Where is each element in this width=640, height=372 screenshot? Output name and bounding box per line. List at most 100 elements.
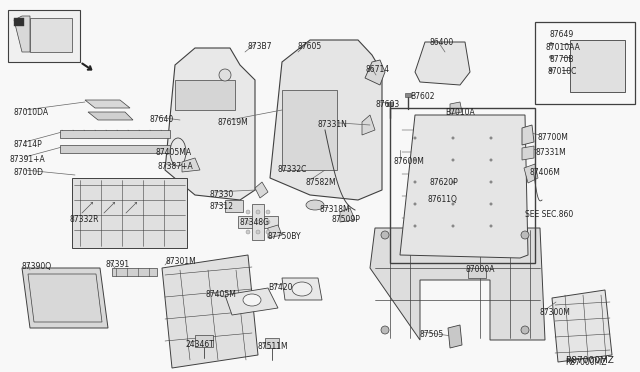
Text: 8770B: 8770B	[549, 55, 573, 64]
Text: R87000MZ: R87000MZ	[565, 356, 614, 365]
Bar	[570, 40, 625, 92]
Text: 87391+A: 87391+A	[10, 155, 45, 164]
Text: 86714: 86714	[365, 65, 389, 74]
Ellipse shape	[243, 294, 261, 306]
Polygon shape	[255, 182, 268, 198]
Bar	[405, 93, 411, 97]
Polygon shape	[238, 216, 278, 228]
Bar	[225, 200, 243, 212]
Circle shape	[246, 230, 250, 234]
Text: 87010DA: 87010DA	[14, 108, 49, 117]
Circle shape	[266, 210, 270, 214]
Circle shape	[219, 69, 231, 81]
Text: B7010A: B7010A	[445, 108, 475, 117]
Polygon shape	[225, 288, 278, 315]
Text: 87301M: 87301M	[165, 257, 196, 266]
Bar	[72, 178, 187, 248]
Text: 87511M: 87511M	[258, 342, 289, 351]
Polygon shape	[182, 158, 200, 172]
Text: 87414P: 87414P	[14, 140, 43, 149]
Polygon shape	[415, 42, 470, 85]
Circle shape	[256, 210, 260, 214]
Circle shape	[381, 326, 389, 334]
Circle shape	[413, 180, 417, 183]
Circle shape	[256, 220, 260, 224]
Polygon shape	[522, 125, 534, 145]
Circle shape	[451, 137, 454, 140]
Bar	[175, 80, 235, 110]
Circle shape	[266, 230, 270, 234]
Circle shape	[521, 231, 529, 239]
Circle shape	[490, 158, 493, 161]
Polygon shape	[282, 278, 322, 300]
Text: 87000A: 87000A	[465, 265, 495, 274]
Circle shape	[266, 220, 270, 224]
Text: 87505: 87505	[420, 330, 444, 339]
Circle shape	[413, 158, 417, 161]
Circle shape	[451, 158, 454, 161]
Circle shape	[413, 202, 417, 205]
Ellipse shape	[306, 200, 324, 210]
Polygon shape	[552, 290, 612, 362]
Text: 87330: 87330	[210, 190, 234, 199]
Text: 87582M: 87582M	[305, 178, 335, 187]
Polygon shape	[85, 100, 130, 108]
Polygon shape	[165, 48, 255, 200]
Text: R87000MZ: R87000MZ	[565, 358, 607, 367]
Polygon shape	[162, 255, 258, 368]
Bar	[195, 335, 213, 347]
Text: 87509P: 87509P	[332, 215, 361, 224]
Text: 87332C: 87332C	[278, 165, 307, 174]
Bar	[112, 268, 157, 276]
Text: 87640: 87640	[150, 115, 174, 124]
Polygon shape	[370, 228, 545, 340]
Polygon shape	[524, 164, 538, 183]
Text: 87300M: 87300M	[540, 308, 571, 317]
Circle shape	[550, 42, 552, 45]
Text: 87387+A: 87387+A	[157, 162, 193, 171]
Bar	[390, 108, 535, 263]
Polygon shape	[448, 325, 462, 348]
Text: 87010AA: 87010AA	[545, 43, 580, 52]
Text: B7420: B7420	[268, 283, 292, 292]
Circle shape	[451, 202, 454, 205]
Polygon shape	[365, 60, 385, 85]
Text: 87332R: 87332R	[70, 215, 99, 224]
Bar	[60, 130, 170, 138]
Text: 87700M: 87700M	[537, 133, 568, 142]
Circle shape	[490, 180, 493, 183]
Text: B7602: B7602	[410, 92, 435, 101]
Text: 873B7: 873B7	[248, 42, 273, 51]
Bar	[8, 10, 80, 62]
Circle shape	[246, 210, 250, 214]
Bar	[387, 102, 393, 106]
Bar	[265, 338, 279, 348]
Bar	[14, 18, 24, 26]
Polygon shape	[14, 16, 30, 52]
Text: 87620P: 87620P	[430, 178, 459, 187]
Text: 87605: 87605	[298, 42, 323, 51]
Text: 87391: 87391	[105, 260, 129, 269]
Text: 87390Q: 87390Q	[22, 262, 52, 271]
Text: SEE SEC.860: SEE SEC.860	[525, 210, 573, 219]
Circle shape	[550, 55, 552, 58]
Circle shape	[490, 202, 493, 205]
Text: 86400: 86400	[430, 38, 454, 47]
Bar	[468, 268, 486, 278]
Text: 87010D: 87010D	[14, 168, 44, 177]
Polygon shape	[268, 225, 282, 238]
Circle shape	[413, 224, 417, 228]
Text: 87619M: 87619M	[218, 118, 249, 127]
Polygon shape	[252, 204, 264, 240]
Polygon shape	[362, 115, 375, 135]
Text: 87600M: 87600M	[393, 157, 424, 166]
Polygon shape	[88, 112, 133, 120]
Polygon shape	[400, 115, 528, 258]
Polygon shape	[270, 40, 382, 200]
Polygon shape	[450, 102, 462, 114]
Text: 87649: 87649	[549, 30, 573, 39]
Text: 87348G: 87348G	[240, 218, 270, 227]
Circle shape	[256, 230, 260, 234]
Text: 87318M: 87318M	[320, 205, 351, 214]
Text: 87750BY: 87750BY	[268, 232, 301, 241]
